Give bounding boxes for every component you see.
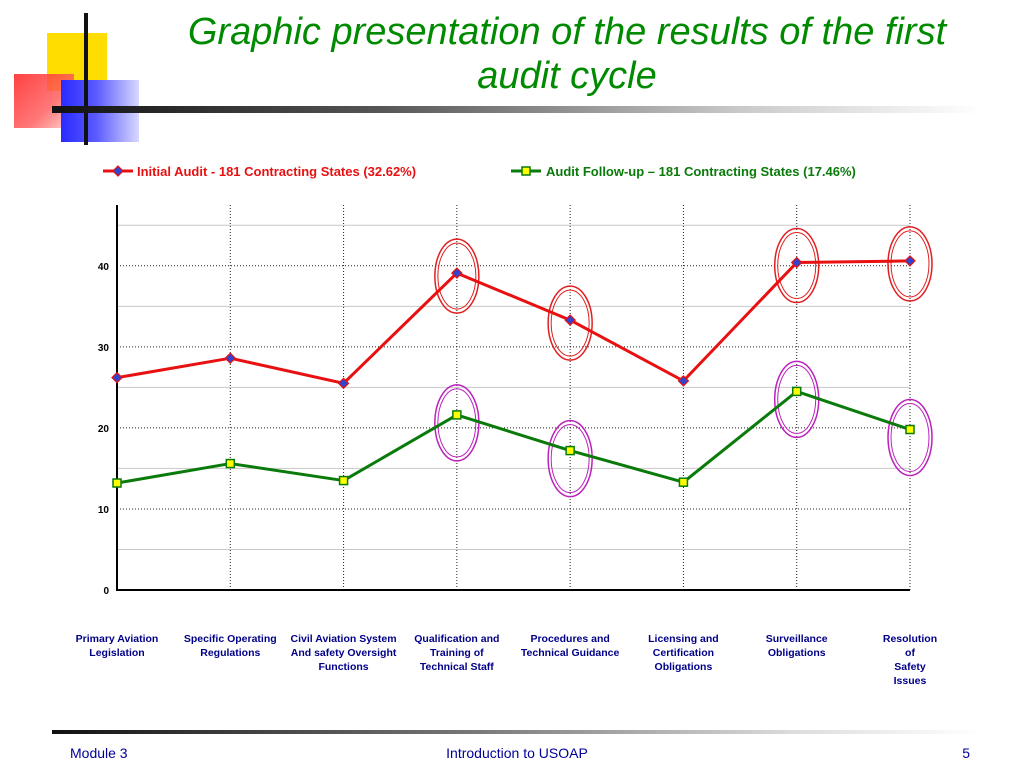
footer-divider: [52, 730, 982, 734]
initial-point: [564, 314, 576, 326]
followup-line: [116, 389, 911, 485]
highlight-circle-followup-inner: [437, 388, 477, 458]
highlight-circle-initial: [887, 226, 933, 302]
category-label: Licensing and Certification Obligations: [648, 633, 719, 673]
followup-point: [338, 475, 349, 486]
category-label: Surveillance Obligations: [765, 633, 828, 659]
followup-point: [678, 477, 689, 487]
highlight-circle-followup-inner: [550, 424, 590, 494]
initial-point: [451, 267, 463, 279]
decor-horizontal-bar: [52, 106, 982, 113]
footer-module: Module 3: [70, 745, 128, 761]
initial-point: [111, 371, 123, 384]
footer-page-number: 5: [962, 745, 970, 761]
highlight-circle-initial-inner: [777, 232, 817, 300]
initial-point: [224, 352, 237, 365]
initial-point: [337, 377, 350, 390]
category-label: Resolution of Safety Issues: [882, 633, 938, 687]
highlight-circle-initial-inner: [437, 242, 477, 310]
followup-point: [452, 410, 462, 420]
slide-title: Graphic presentation of the results of t…: [187, 11, 947, 97]
followup-point: [905, 424, 915, 435]
y-tick-label: 30: [98, 343, 110, 354]
category-label: Civil Aviation System And safety Oversig…: [290, 633, 397, 673]
highlight-circle-initial: [547, 285, 593, 361]
decor-vertical-bar: [84, 13, 88, 145]
legend-marker-initial: [112, 165, 124, 177]
highlight-circle-initial: [773, 227, 820, 304]
highlight-circle-followup-inner: [777, 364, 817, 434]
highlight-circle-followup: [773, 360, 820, 439]
highlight-circle-followup: [887, 398, 933, 477]
category-label: Qualification and Training of Technical …: [414, 633, 500, 673]
highlight-circle-initial-inner: [550, 289, 590, 357]
legend-label-initial: Initial Audit - 181 Contracting States (…: [137, 164, 416, 179]
legend-label-followup: Audit Follow-up – 181 Contracting States…: [546, 164, 856, 179]
category-label: Procedures and Technical Guidance: [520, 633, 620, 659]
followup-point: [112, 478, 122, 488]
y-tick-label: 0: [103, 586, 109, 597]
followup-point: [225, 458, 236, 469]
initial-point: [790, 256, 803, 269]
y-tick-label: 40: [98, 262, 110, 273]
category-label: Primary Aviation Legislation: [75, 633, 159, 659]
legend-marker-followup: [521, 166, 531, 176]
category-label: Specific Operating Regulations: [183, 633, 277, 659]
highlight-circle-initial-inner: [890, 230, 930, 298]
initial-point: [677, 375, 690, 387]
highlight-circle-followup-inner: [890, 403, 930, 473]
followup-point: [791, 386, 802, 397]
y-tick-label: 10: [98, 505, 110, 516]
footer-title: Introduction to USOAP: [446, 745, 588, 761]
initial-line: [116, 259, 911, 385]
followup-point: [565, 445, 575, 456]
initial-point: [904, 255, 916, 267]
highlight-circle-initial: [434, 238, 480, 314]
y-tick-label: 20: [98, 424, 110, 435]
highlight-circle-followup: [547, 419, 593, 498]
